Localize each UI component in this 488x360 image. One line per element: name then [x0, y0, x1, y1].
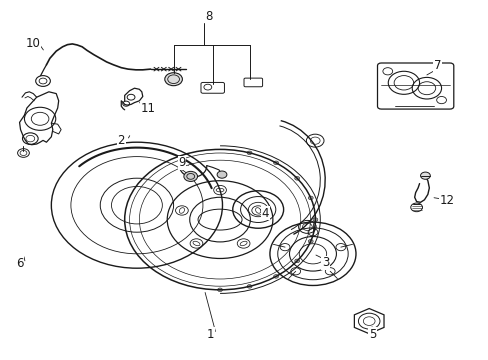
Circle shape: [36, 76, 50, 86]
Circle shape: [217, 288, 222, 292]
Circle shape: [307, 196, 312, 200]
Circle shape: [217, 171, 226, 178]
Text: 8: 8: [205, 10, 213, 23]
Circle shape: [246, 151, 251, 155]
Circle shape: [273, 161, 278, 165]
Text: 4: 4: [261, 207, 269, 220]
Circle shape: [294, 176, 299, 180]
Circle shape: [307, 239, 312, 243]
Text: 5: 5: [368, 328, 376, 341]
Circle shape: [183, 171, 197, 181]
Text: 7: 7: [433, 59, 441, 72]
Text: 3: 3: [321, 256, 329, 269]
Text: 10: 10: [26, 37, 41, 50]
Text: 1: 1: [206, 328, 214, 341]
Text: 11: 11: [140, 102, 155, 115]
Circle shape: [294, 259, 299, 263]
Circle shape: [420, 172, 429, 179]
Text: 2: 2: [117, 134, 125, 147]
Text: 9: 9: [178, 156, 185, 169]
Text: 12: 12: [439, 194, 454, 207]
Circle shape: [164, 73, 182, 86]
Circle shape: [312, 218, 317, 221]
Circle shape: [246, 284, 251, 288]
Circle shape: [273, 275, 278, 278]
Text: 6: 6: [16, 257, 23, 270]
